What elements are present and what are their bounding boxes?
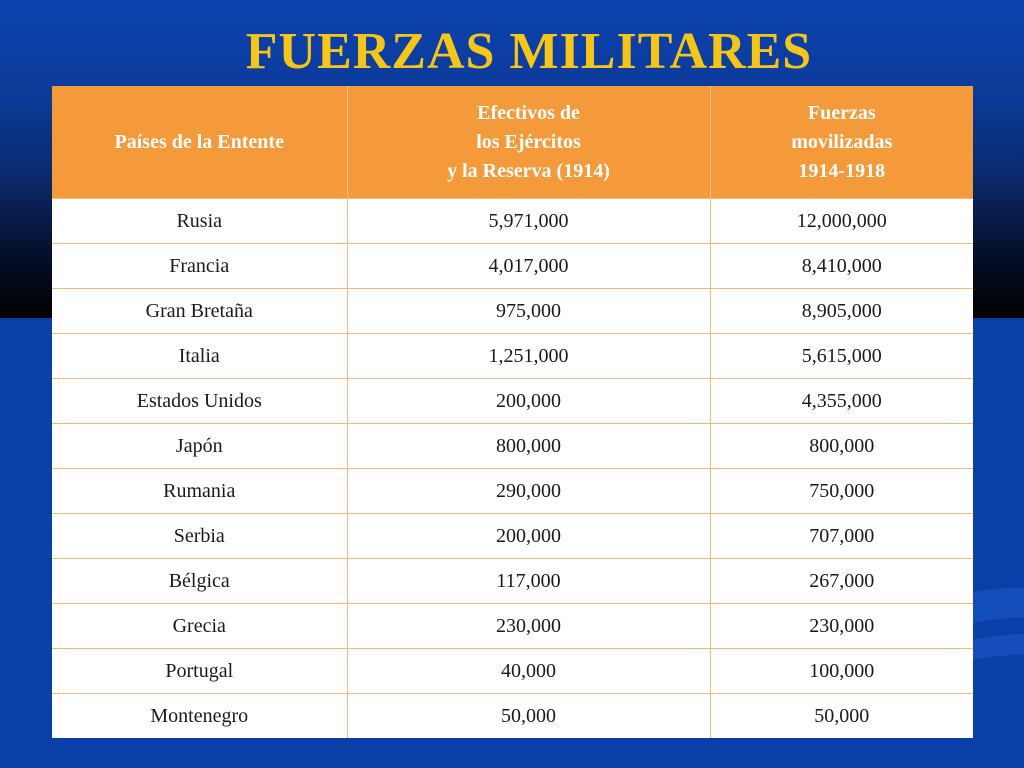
country-cell: Montenegro [52,693,348,738]
effectives-cell: 1,251,000 [347,333,711,379]
table-row: Japón 800,000 800,000 [52,423,973,469]
table-row: Serbia 200,000 707,000 [52,513,973,559]
effectives-cell: 975,000 [347,288,711,334]
table-row: Rusia 5,971,000 12,000,000 [52,198,973,244]
mobilized-cell: 100,000 [710,648,973,694]
column-header-line: Efectivos de [477,101,580,124]
mobilized-cell: 4,355,000 [710,378,973,424]
country-cell: Grecia [52,603,348,649]
column-header-line: y la Reserva (1914) [447,159,610,182]
country-cell: Rusia [52,198,348,244]
table-row: Gran Bretaña 975,000 8,905,000 [52,288,973,334]
table-row: Italia 1,251,000 5,615,000 [52,333,973,379]
mobilized-cell: 750,000 [710,468,973,514]
table-row: Bélgica 117,000 267,000 [52,558,973,604]
effectives-cell: 40,000 [347,648,711,694]
table-row: Portugal 40,000 100,000 [52,648,973,694]
column-header-line: Países de la Entente [114,130,284,153]
effectives-cell: 117,000 [347,558,711,604]
effectives-cell: 50,000 [347,693,711,738]
page-title: FUERZAS MILITARES [245,23,813,80]
column-header-line: Fuerzas [807,101,876,124]
mobilized-cell: 8,410,000 [710,243,973,289]
country-cell: Serbia [52,513,348,559]
country-cell: Gran Bretaña [52,288,348,334]
mobilized-cell: 267,000 [710,558,973,604]
mobilized-cell: 12,000,000 [710,198,973,244]
column-header-1: Efectivos de los Ejércitos y la Reserva (1… [347,86,711,199]
effectives-cell: 5,971,000 [347,198,711,244]
effectives-cell: 4,017,000 [347,243,711,289]
column-header-line: movilizadas [791,130,893,153]
column-header-line: 1914-1918 [798,159,886,182]
column-header-2: Fuerzas movilizadas 1914-1918 [710,86,973,199]
table-row: Estados Unidos 200,000 4,355,000 [52,378,973,424]
mobilized-cell: 800,000 [710,423,973,469]
table-row: Montenegro 50,000 50,000 [52,693,973,738]
table-row: Rumania 290,000 750,000 [52,468,973,514]
country-cell: Estados Unidos [52,378,348,424]
mobilized-cell: 8,905,000 [710,288,973,334]
country-cell: Italia [52,333,348,379]
column-header-0: Países de la Entente [52,86,348,199]
table-body: Rusia 5,971,000 12,000,000 Francia 4,017,000… [52,198,973,738]
country-cell: Bélgica [52,558,348,604]
effectives-cell: 290,000 [347,468,711,514]
country-cell: Portugal [52,648,348,694]
country-cell: Rumania [52,468,348,514]
header-row: Países de la Entente Efectivos de los Ejér… [52,86,973,199]
mobilized-cell: 50,000 [710,693,973,738]
effectives-cell: 200,000 [347,378,711,424]
table-row: Francia 4,017,000 8,410,000 [52,243,973,289]
mobilized-cell: 5,615,000 [710,333,973,379]
mobilized-cell: 230,000 [710,603,973,649]
effectives-cell: 800,000 [347,423,711,469]
country-cell: Japón [52,423,348,469]
country-cell: Francia [52,243,348,289]
effectives-cell: 200,000 [347,513,711,559]
effectives-cell: 230,000 [347,603,711,649]
mobilized-cell: 707,000 [710,513,973,559]
table-row: Grecia 230,000 230,000 [52,603,973,649]
forces-table: Países de la Entente Efectivos de los Ejér… [52,86,973,738]
column-header-line: los Ejércitos [476,130,581,153]
